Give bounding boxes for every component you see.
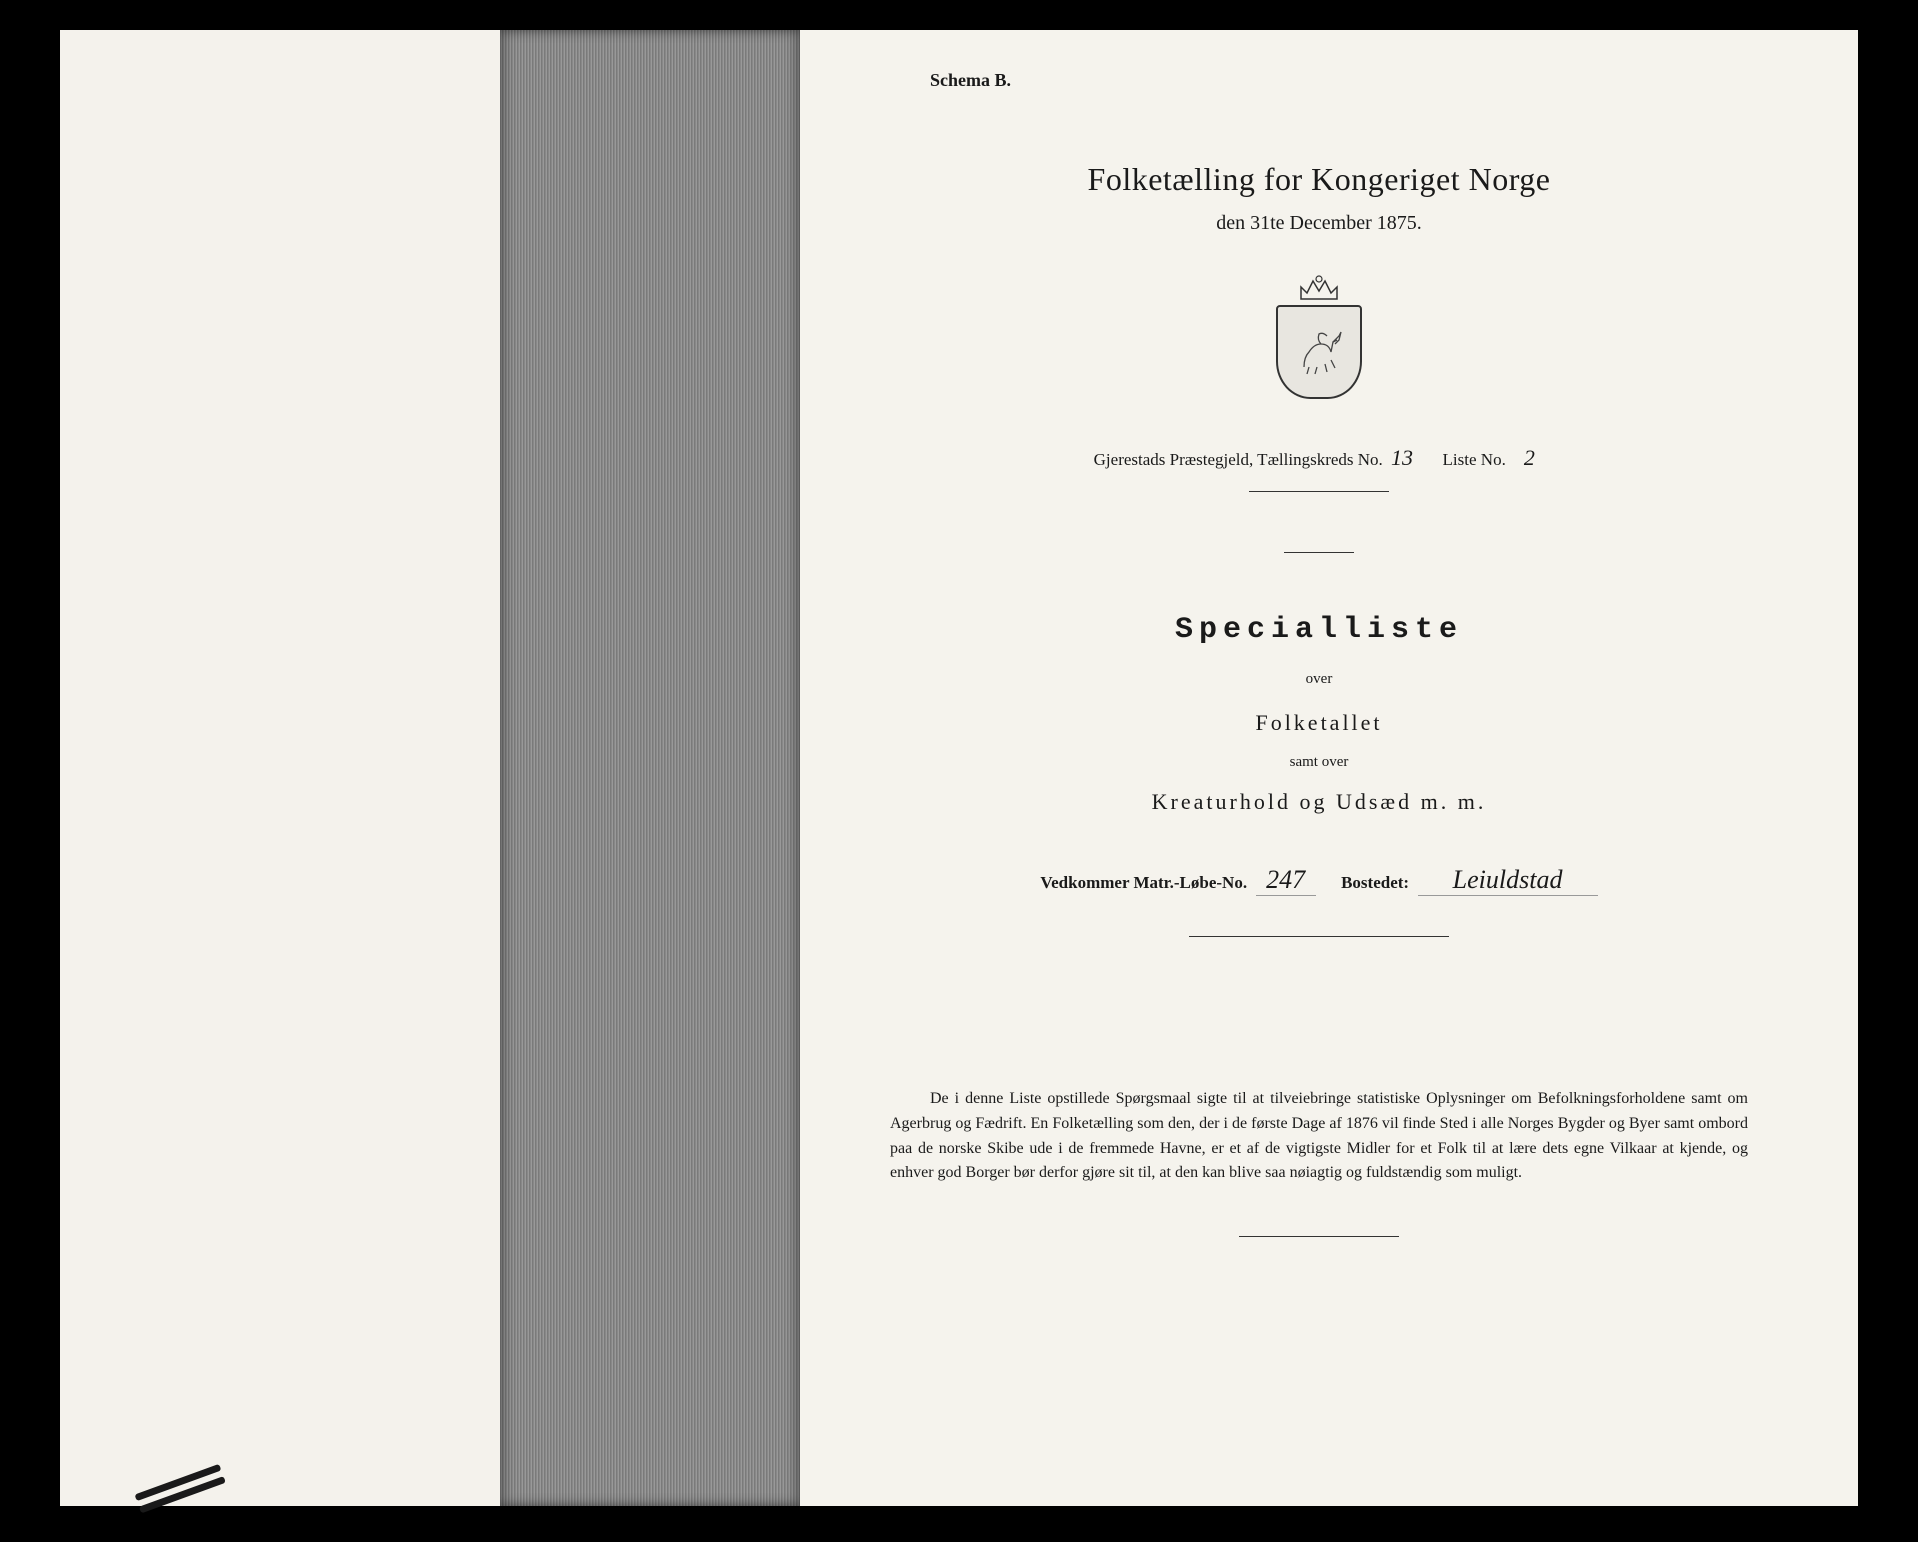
samt-over: samt over (870, 754, 1768, 771)
district-line: Gjerestads Præstegjeld, Tællingskreds No… (870, 445, 1768, 471)
rule-bottom (1239, 1236, 1399, 1237)
right-page: Schema B. Folketælling for Kongeriget No… (800, 30, 1858, 1506)
footer-paragraph: De i denne Liste opstillede Spørgsmaal s… (870, 1087, 1768, 1186)
rule (1249, 491, 1389, 492)
book-binding (500, 30, 800, 1506)
kreaturhold: Kreaturhold og Udsæd m. m. (870, 789, 1768, 815)
specialliste-heading: Specialliste (870, 613, 1768, 647)
liste-label: Liste No. (1443, 450, 1506, 469)
rule-mid (1189, 936, 1449, 937)
lobe-number: 247 (1256, 865, 1316, 896)
liste-number: 2 (1514, 445, 1544, 471)
left-blank-page (60, 30, 500, 1506)
over-label-1: over (870, 671, 1768, 688)
document-scan: Schema B. Folketælling for Kongeriget No… (60, 30, 1858, 1506)
district-prefix: Gjerestads Præstegjeld, Tællingskreds No… (1094, 450, 1383, 469)
bostedet-value: Leiuldstad (1418, 865, 1598, 896)
coat-of-arms (1274, 275, 1364, 395)
date-line: den 31te December 1875. (870, 212, 1768, 235)
vedkommer-label: Vedkommer Matr.-Løbe-No. (1040, 873, 1247, 892)
rule-small (1284, 552, 1354, 553)
kreds-number: 13 (1387, 445, 1417, 471)
bostedet-label: Bostedet: (1341, 873, 1409, 892)
main-title: Folketælling for Kongeriget Norge (870, 161, 1768, 198)
schema-label: Schema B. (930, 70, 1768, 91)
folketallet: Folketallet (870, 710, 1768, 736)
shield-icon (1276, 305, 1362, 399)
crown-icon (1297, 275, 1341, 301)
matr-line: Vedkommer Matr.-Løbe-No. 247 Bostedet: L… (870, 865, 1768, 896)
